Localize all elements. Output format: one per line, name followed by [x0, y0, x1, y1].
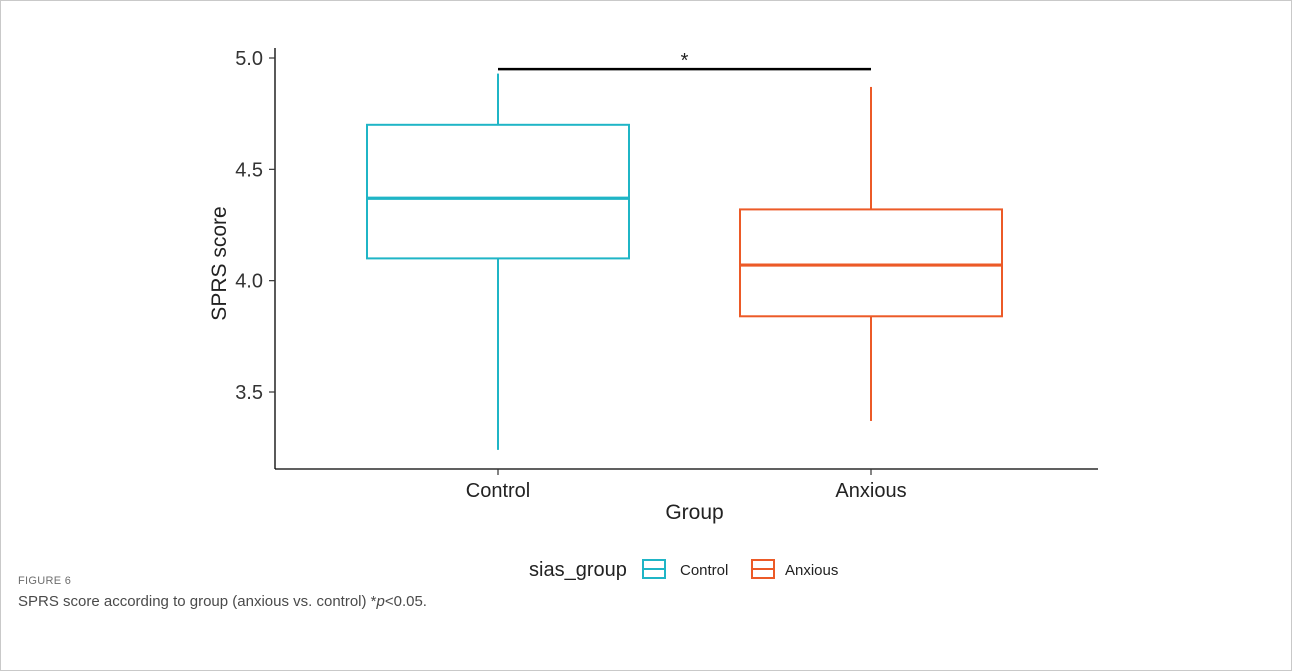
y-tick-label: 4.0 — [235, 271, 263, 293]
y-tick-label: 5.0 — [235, 48, 263, 70]
legend-label: Anxious — [785, 562, 838, 579]
caption-p-symbol: p — [376, 593, 385, 610]
y-tick-label: 3.5 — [235, 382, 263, 404]
significance-label: * — [681, 50, 689, 72]
caption-text-end: <0.05. — [384, 593, 427, 610]
box-iqr — [366, 123, 630, 260]
legend-title: sias_group — [529, 559, 627, 581]
figure-caption: SPRS score according to group (anxious v… — [18, 593, 427, 610]
y-tick-label: 4.5 — [235, 159, 263, 181]
x-tick-label: Anxious — [835, 480, 906, 502]
figure-label: FIGURE 6 — [18, 575, 72, 587]
y-axis-title: SPRS score — [208, 206, 231, 320]
x-axis-title: Group — [665, 501, 723, 524]
x-tick-label: Control — [466, 480, 530, 502]
caption-text-start: SPRS score according to group (anxious v… — [18, 593, 377, 610]
box-iqr — [739, 208, 1003, 318]
legend-label: Control — [680, 562, 728, 579]
